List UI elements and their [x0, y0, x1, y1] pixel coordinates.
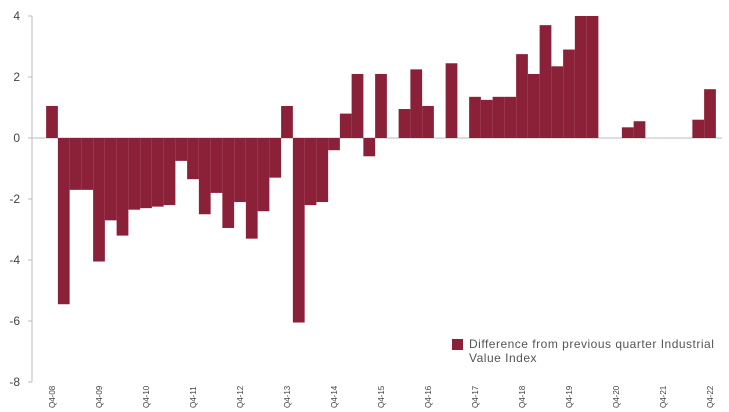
x-tick-label: Q4-13 — [283, 385, 292, 408]
bar — [586, 16, 599, 138]
bar — [539, 25, 552, 138]
bar — [563, 49, 575, 138]
y-tick-label: 2 — [13, 70, 20, 84]
bar — [234, 138, 246, 203]
x-tick-label: Q4-10 — [142, 385, 151, 408]
bar — [281, 105, 293, 138]
bar — [187, 138, 199, 180]
bar — [257, 138, 270, 212]
bar — [116, 138, 129, 236]
bar — [422, 105, 434, 138]
bar — [516, 54, 528, 138]
bar — [104, 138, 117, 221]
bar — [633, 121, 646, 138]
y-tick-label: -6 — [9, 314, 20, 328]
x-tick-label: Q4-21 — [659, 385, 668, 408]
bar — [480, 99, 493, 138]
bar — [163, 138, 176, 206]
bar — [398, 109, 411, 138]
x-tick-label: Q4-22 — [706, 385, 715, 408]
x-tick-label: Q4-14 — [330, 385, 339, 408]
bar — [57, 138, 70, 305]
bar — [410, 69, 423, 138]
bar — [316, 138, 329, 203]
bar — [339, 113, 352, 138]
bar — [198, 138, 211, 215]
bar — [128, 138, 141, 210]
bar — [245, 138, 258, 239]
y-tick-label: 0 — [13, 131, 20, 145]
bar — [222, 138, 235, 228]
y-tick-label: -4 — [9, 253, 20, 267]
x-tick-label: Q4-08 — [48, 385, 57, 408]
bar — [445, 63, 458, 138]
bar — [574, 16, 587, 138]
x-tick-label: Q4-20 — [612, 385, 621, 408]
bar — [210, 138, 223, 193]
x-tick-label: Q4-19 — [565, 385, 574, 408]
x-tick-label: Q4-09 — [95, 385, 104, 408]
legend: Difference from previous quarter Industr… — [452, 337, 722, 365]
x-tick-label: Q4-16 — [424, 385, 433, 408]
y-tick-label: -2 — [9, 192, 20, 206]
bar — [704, 89, 716, 138]
bar — [328, 138, 340, 151]
x-tick-label: Q4-15 — [377, 385, 386, 408]
bar — [692, 119, 705, 138]
bar — [69, 138, 82, 190]
legend-swatch — [452, 339, 463, 350]
bar — [93, 138, 105, 262]
x-tick-label: Q4-18 — [518, 385, 527, 408]
bar — [527, 73, 540, 138]
bar — [621, 127, 634, 138]
bar — [269, 138, 282, 178]
bar — [469, 96, 481, 138]
bar — [351, 73, 364, 138]
bar — [175, 138, 188, 161]
y-tick-label: 4 — [13, 9, 20, 23]
bar — [140, 138, 152, 209]
bar — [151, 138, 164, 207]
bar — [375, 73, 387, 138]
x-tick-label: Q4-11 — [189, 386, 198, 408]
legend-label: Difference from previous quarter Industr… — [469, 337, 715, 365]
bar — [46, 105, 58, 138]
bar — [551, 66, 564, 138]
x-tick-label: Q4-17 — [471, 385, 480, 408]
bar — [292, 138, 305, 323]
bar — [304, 138, 317, 206]
bar — [504, 96, 517, 138]
x-tick-label: Q4-12 — [236, 385, 245, 408]
y-tick-label: -8 — [9, 375, 20, 389]
bar — [363, 138, 376, 157]
bar — [492, 96, 505, 138]
bar — [81, 138, 94, 190]
